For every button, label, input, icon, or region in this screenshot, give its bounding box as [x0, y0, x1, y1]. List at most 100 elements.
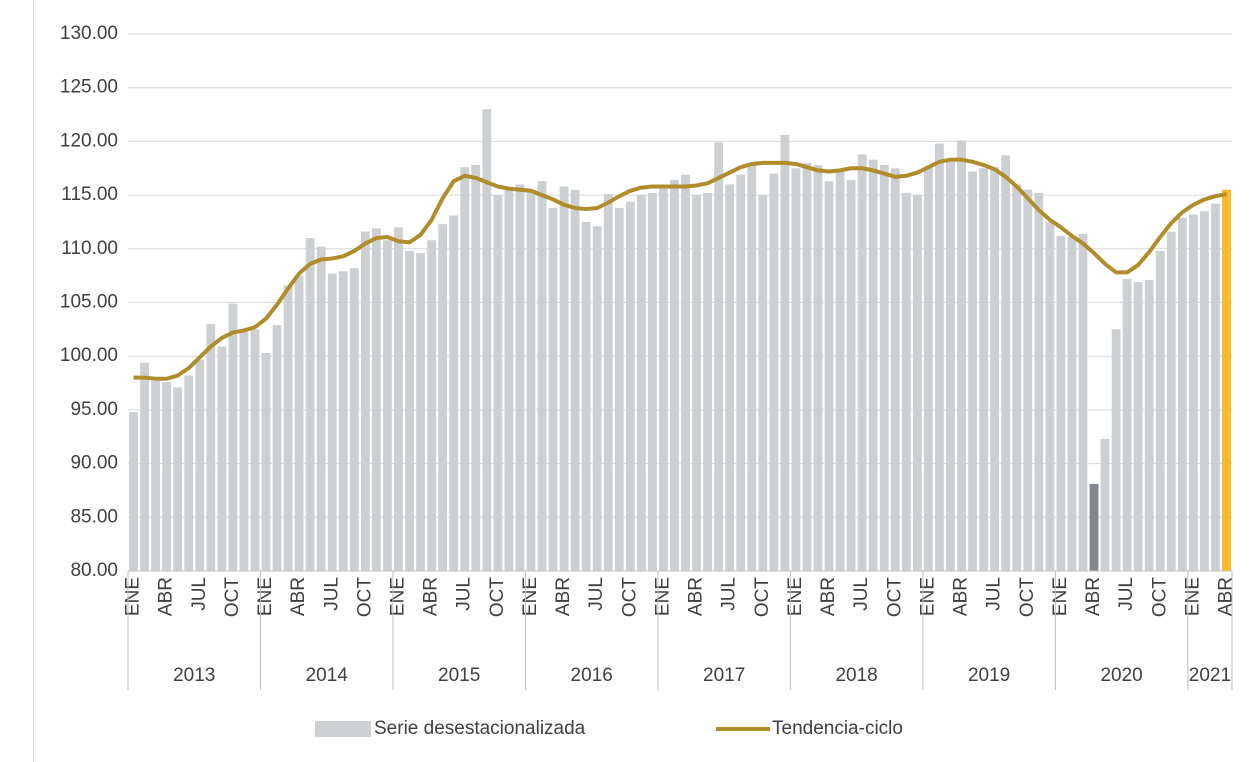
bar [140, 362, 149, 571]
bar [824, 181, 834, 571]
bar [692, 195, 701, 571]
bar [371, 228, 381, 572]
bar [581, 221, 591, 571]
bar [835, 171, 845, 572]
y-tick-label: 115.00 [61, 184, 118, 205]
x-tick-label: ENE [123, 577, 144, 616]
bar [802, 162, 812, 571]
bar [912, 195, 922, 571]
bar [272, 325, 282, 571]
bar [228, 303, 238, 571]
bar [592, 226, 602, 571]
bar [504, 188, 514, 571]
x-tick-label: OCT [222, 577, 243, 618]
x-tick-label: ENE [387, 577, 408, 616]
bar [394, 227, 403, 571]
bar [990, 167, 1000, 571]
bar [1111, 329, 1121, 571]
bar [1023, 189, 1033, 572]
bar [714, 142, 724, 571]
x-tick-label: OCT [1017, 577, 1038, 618]
bar [526, 189, 536, 572]
bar [890, 168, 900, 571]
bar [427, 240, 437, 571]
bar [1211, 203, 1220, 571]
y-tick-label: 110.00 [61, 238, 118, 259]
bar [780, 134, 790, 571]
bar [570, 189, 580, 572]
x-tick-label: OCT [487, 577, 508, 618]
bar [559, 186, 569, 571]
x-tick-label: ABR [1215, 577, 1236, 616]
bar [1177, 217, 1187, 572]
bar [217, 346, 227, 571]
bar [294, 275, 304, 571]
bar [338, 271, 348, 571]
bar [1034, 192, 1044, 571]
legend-swatch [315, 721, 371, 737]
year-label: 2020 [1100, 665, 1142, 686]
bar [636, 195, 646, 571]
x-tick-label: OCT [619, 577, 640, 618]
year-label: 2018 [835, 665, 877, 686]
bar [360, 231, 370, 571]
bar [935, 143, 944, 571]
x-tick-label: ABR [818, 577, 839, 616]
bar [1155, 250, 1165, 571]
legend-label: Tendencia-ciclo [772, 718, 903, 739]
bar [471, 165, 481, 571]
bar [659, 188, 668, 571]
bar [305, 238, 315, 571]
bar [747, 162, 757, 571]
x-tick-label: ABR [1083, 577, 1104, 616]
x-tick-label: JUL [321, 577, 342, 611]
x-tick-label: JUL [454, 577, 475, 611]
y-tick-label: 130.00 [60, 23, 118, 44]
x-tick-label: ENE [1182, 577, 1203, 616]
bar [946, 161, 955, 571]
bar [482, 109, 492, 572]
bar [162, 381, 172, 571]
bar [1067, 236, 1077, 571]
bar [1078, 233, 1088, 572]
bar [647, 192, 657, 571]
bar [625, 201, 635, 571]
bar [957, 140, 966, 572]
year-label: 2016 [571, 665, 613, 686]
bar [261, 352, 271, 571]
x-tick-label: ENE [255, 577, 276, 616]
bar [670, 180, 679, 571]
x-tick-label: JUL [189, 577, 210, 611]
bar [383, 240, 392, 571]
year-label: 2019 [968, 665, 1010, 686]
bar [1045, 221, 1055, 571]
x-tick-label: JUL [851, 577, 872, 611]
x-tick-label: ENE [652, 577, 673, 616]
bar [129, 412, 138, 571]
x-tick-label: OCT [1149, 577, 1170, 618]
x-tick-label: ABR [686, 577, 707, 616]
bar [283, 285, 293, 571]
x-tick-label: ABR [951, 577, 972, 616]
bar [173, 387, 183, 571]
bar [349, 268, 359, 571]
year-label: 2021 [1189, 665, 1231, 686]
bar [515, 184, 525, 572]
bar [416, 253, 425, 571]
bar [316, 246, 326, 572]
year-label: 2014 [306, 665, 349, 686]
bar [968, 171, 977, 572]
bar [1133, 282, 1143, 571]
bar [250, 329, 260, 571]
bar [769, 173, 779, 571]
bar [460, 167, 470, 571]
bar [868, 159, 878, 571]
y-tick-label: 85.00 [70, 506, 118, 527]
x-tick-label: ENE [1050, 577, 1071, 616]
bar [239, 331, 249, 571]
bar [846, 180, 856, 571]
y-tick-label: 100.00 [60, 345, 118, 366]
x-tick-label: OCT [884, 577, 905, 618]
y-tick-label: 80.00 [70, 560, 118, 581]
